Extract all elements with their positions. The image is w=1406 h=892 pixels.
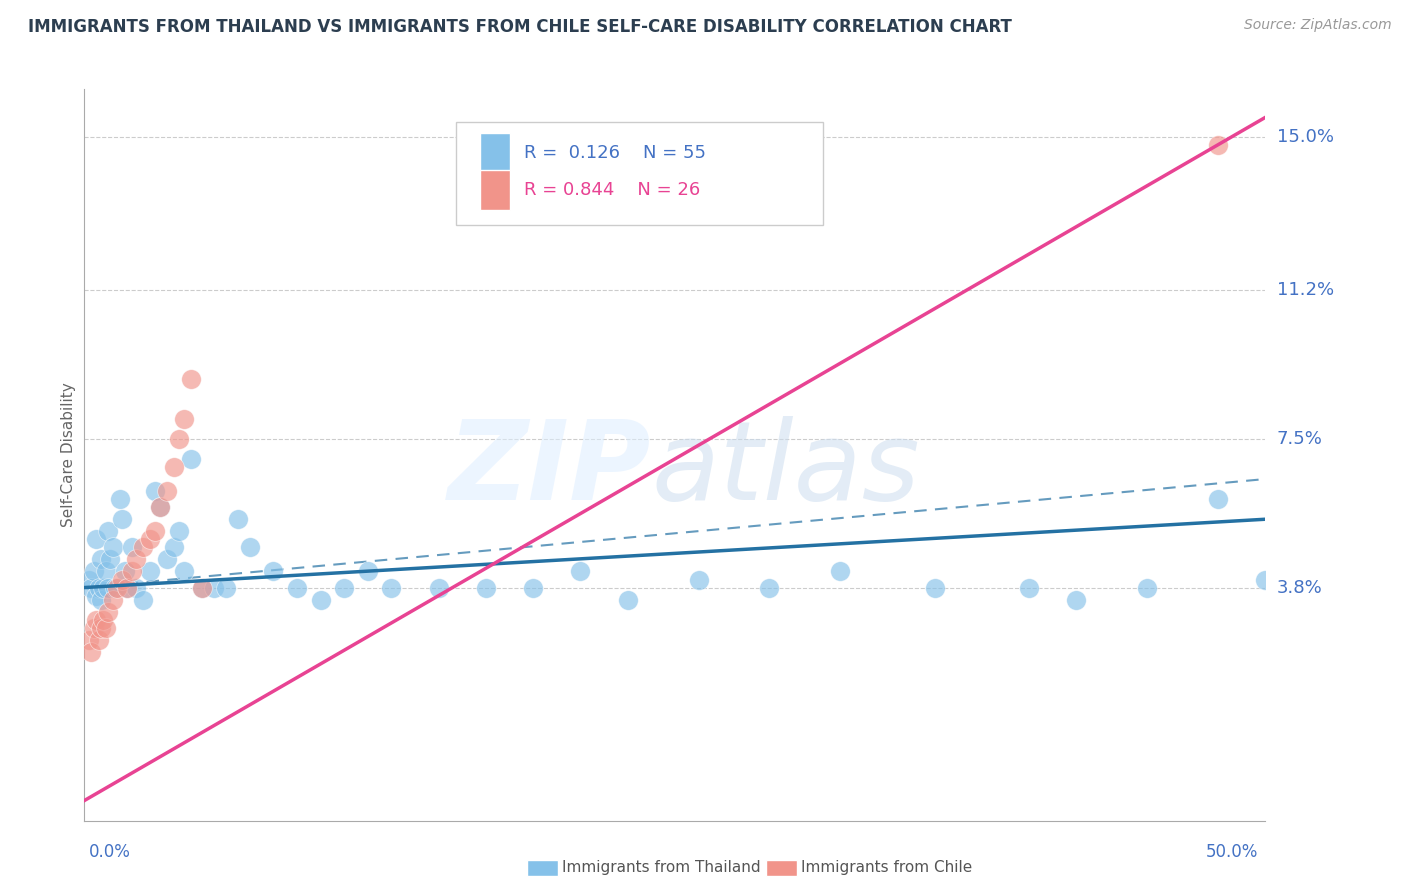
Point — [202, 581, 225, 595]
Point — [180, 452, 202, 467]
Point — [87, 632, 110, 647]
FancyBboxPatch shape — [457, 122, 823, 225]
Point — [163, 460, 186, 475]
Text: R = 0.844    N = 26: R = 0.844 N = 26 — [523, 181, 700, 199]
Point — [80, 581, 103, 595]
Point — [1066, 592, 1088, 607]
Point — [309, 592, 332, 607]
Point — [924, 581, 946, 595]
Point — [215, 581, 238, 595]
Point — [90, 592, 112, 607]
Text: 7.5%: 7.5% — [1277, 430, 1323, 448]
Point — [285, 581, 308, 595]
Point — [1254, 573, 1277, 587]
Point — [98, 552, 121, 566]
Text: 50.0%: 50.0% — [1206, 843, 1258, 861]
Text: 15.0%: 15.0% — [1277, 128, 1333, 146]
Point — [125, 581, 148, 595]
Point — [1206, 492, 1229, 507]
Point — [139, 565, 162, 579]
Point — [104, 581, 127, 595]
Point — [77, 632, 100, 647]
Point — [180, 371, 202, 385]
Text: 11.2%: 11.2% — [1277, 281, 1334, 299]
FancyBboxPatch shape — [479, 169, 509, 210]
Point — [475, 581, 498, 595]
Point — [84, 533, 107, 547]
Point — [83, 565, 105, 579]
Text: Immigrants from Thailand: Immigrants from Thailand — [562, 861, 761, 875]
Text: R =  0.126    N = 55: R = 0.126 N = 55 — [523, 145, 706, 162]
Point — [522, 581, 544, 595]
Point — [97, 581, 120, 595]
Point — [1018, 581, 1040, 595]
Point — [1206, 138, 1229, 153]
Point — [90, 621, 112, 635]
Point — [97, 524, 120, 539]
Point — [91, 581, 114, 595]
Point — [115, 581, 138, 595]
Point — [156, 484, 179, 499]
Point — [380, 581, 402, 595]
Point — [101, 592, 124, 607]
Point — [616, 592, 638, 607]
FancyBboxPatch shape — [479, 133, 509, 173]
Point — [191, 581, 214, 595]
Point — [111, 512, 134, 526]
Point — [108, 492, 131, 507]
Point — [121, 541, 143, 555]
Text: ZIP: ZIP — [447, 416, 651, 523]
Point — [1136, 581, 1159, 595]
Point — [80, 645, 103, 659]
Point — [125, 552, 148, 566]
Point — [262, 565, 284, 579]
Point — [101, 541, 124, 555]
Point — [91, 613, 114, 627]
Point — [688, 573, 710, 587]
Point — [94, 621, 117, 635]
Point — [77, 573, 100, 587]
Text: Source: ZipAtlas.com: Source: ZipAtlas.com — [1244, 18, 1392, 32]
Point — [84, 613, 107, 627]
Text: Immigrants from Chile: Immigrants from Chile — [801, 861, 973, 875]
Point — [333, 581, 356, 595]
Point — [167, 432, 190, 446]
Point — [107, 581, 129, 595]
Text: atlas: atlas — [651, 416, 920, 523]
Point — [357, 565, 380, 579]
Point — [149, 500, 172, 515]
Point — [173, 565, 195, 579]
Point — [163, 541, 186, 555]
Point — [132, 592, 155, 607]
Point — [239, 541, 262, 555]
Point — [121, 565, 143, 579]
Text: 0.0%: 0.0% — [89, 843, 131, 861]
Point — [830, 565, 852, 579]
Point — [132, 541, 155, 555]
Point — [167, 524, 190, 539]
Text: IMMIGRANTS FROM THAILAND VS IMMIGRANTS FROM CHILE SELF-CARE DISABILITY CORRELATI: IMMIGRANTS FROM THAILAND VS IMMIGRANTS F… — [28, 18, 1012, 36]
Point — [90, 552, 112, 566]
Point — [149, 500, 172, 515]
Point — [143, 484, 166, 499]
Y-axis label: Self-Care Disability: Self-Care Disability — [60, 383, 76, 527]
Point — [156, 552, 179, 566]
Point — [569, 565, 592, 579]
Point — [226, 512, 249, 526]
Point — [143, 524, 166, 539]
Point — [84, 589, 107, 603]
Text: 3.8%: 3.8% — [1277, 579, 1322, 597]
Point — [83, 621, 105, 635]
Point — [191, 581, 214, 595]
Point — [173, 411, 195, 425]
Point — [97, 605, 120, 619]
Point — [94, 565, 117, 579]
Point — [139, 533, 162, 547]
Point — [111, 573, 134, 587]
Point — [758, 581, 780, 595]
Point — [114, 565, 136, 579]
Point — [87, 581, 110, 595]
Point — [427, 581, 450, 595]
Point — [115, 581, 138, 595]
